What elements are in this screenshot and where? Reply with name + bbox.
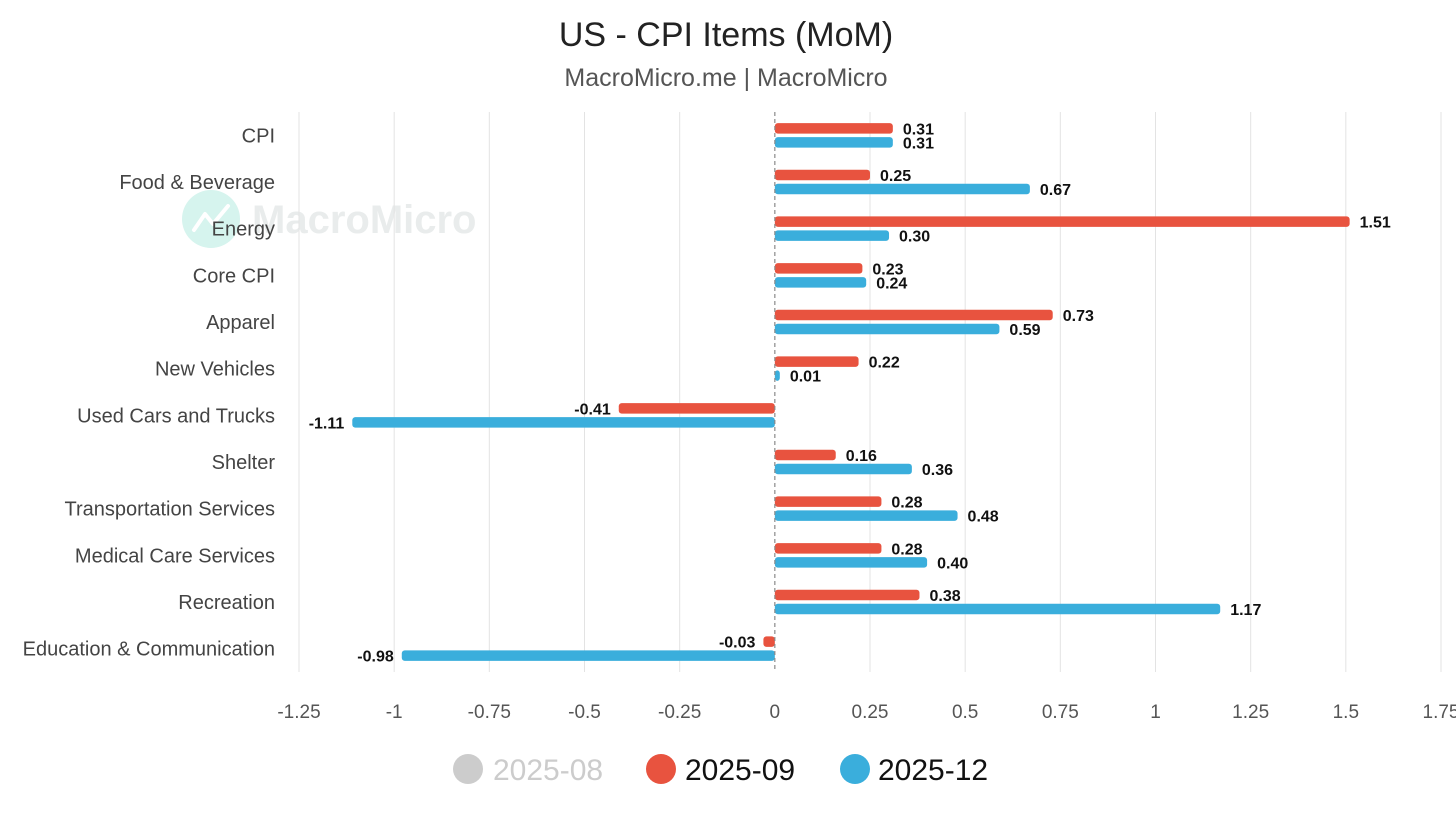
category-label-shelter: Shelter — [212, 452, 276, 474]
category-label-food-and-beverage: Food & Beverage — [119, 172, 275, 194]
legend-item-2025-08[interactable]: 2025-08 — [453, 754, 603, 787]
bars — [352, 123, 1350, 661]
x-tick-labels: -1.25 -1 -0.75 -0.5 -0.25 0 0.25 0.5 0.75 1 1.25 1.… — [277, 702, 1456, 723]
x-tick-label: 0.5 — [952, 702, 978, 723]
category-label-medical-care-services: Medical Care Services — [75, 545, 275, 567]
bar-2025-09-used-cars-and-trucks[interactable] — [618, 403, 775, 414]
bar-2025-12-transportation-services[interactable] — [774, 510, 958, 521]
x-tick-label: -0.5 — [568, 702, 601, 723]
bar-2025-12-recreation[interactable] — [774, 603, 1221, 615]
watermark: MacroMicro — [182, 190, 477, 248]
category-label-apparel: Apparel — [206, 312, 275, 334]
data-label-2025-09-core-cpi: 0.23 — [872, 261, 903, 278]
bar-2025-09-medical-care-services[interactable] — [774, 543, 882, 554]
bar-2025-09-food-and-beverage[interactable] — [774, 169, 870, 181]
data-label-2025-12-apparel: 0.59 — [1009, 322, 1040, 339]
category-label-new-vehicles: New Vehicles — [155, 359, 275, 381]
legend-item-2025-12[interactable]: 2025-12 — [840, 754, 988, 787]
category-label-energy: Energy — [212, 219, 275, 241]
legend-marker-2025-12[interactable] — [840, 754, 870, 784]
data-label-2025-12-medical-care-services: 0.40 — [937, 555, 968, 572]
legend-label-2025-12[interactable]: 2025-12 — [878, 754, 988, 787]
bar-2025-12-apparel[interactable] — [774, 323, 1000, 335]
bar-2025-12-used-cars-and-trucks[interactable] — [352, 417, 775, 428]
category-label-cpi: CPI — [242, 125, 275, 147]
bar-2025-12-medical-care-services[interactable] — [774, 557, 928, 568]
data-label-2025-12-used-cars-and-trucks: -1.11 — [309, 415, 345, 432]
watermark-logo-line — [192, 204, 230, 232]
x-tick-label: -0.25 — [658, 702, 701, 723]
data-label-2025-12-transportation-services: 0.48 — [968, 509, 999, 526]
chart-title: US - CPI Items (MoM) — [559, 16, 893, 54]
bar-2025-09-apparel[interactable] — [774, 309, 1053, 321]
legend: 2025-08 2025-09 2025-12 — [453, 754, 988, 787]
bar-2025-12-shelter[interactable] — [774, 463, 912, 475]
bar-2025-12-cpi[interactable] — [774, 137, 893, 148]
x-tick-label: -1.25 — [277, 702, 320, 723]
legend-marker-2025-08[interactable] — [453, 754, 483, 784]
x-tick-label: -1 — [386, 702, 403, 723]
category-label-used-cars-and-trucks: Used Cars and Trucks — [77, 405, 275, 427]
x-tick-label: 0.25 — [852, 702, 889, 723]
legend-marker-2025-09[interactable] — [646, 754, 676, 784]
data-label-2025-09-new-vehicles: 0.22 — [869, 355, 900, 372]
bar-2025-09-shelter[interactable] — [774, 449, 836, 461]
data-label-2025-09-used-cars-and-trucks: -0.41 — [574, 401, 611, 418]
bar-2025-09-recreation[interactable] — [774, 589, 920, 601]
data-label-2025-12-new-vehicles: 0.01 — [790, 369, 821, 386]
data-label-2025-09-food-and-beverage: 0.25 — [880, 168, 911, 185]
legend-label-2025-09[interactable]: 2025-09 — [685, 754, 795, 787]
data-label-2025-09-energy: 1.51 — [1360, 215, 1391, 232]
x-tick-label: 1 — [1150, 702, 1161, 723]
data-label-2025-12-recreation: 1.17 — [1230, 602, 1261, 619]
bar-2025-12-energy[interactable] — [774, 230, 890, 241]
x-tick-label: 1.25 — [1232, 702, 1269, 723]
category-labels: CPI Food & Beverage Energy Core CPI Apparel N… — [23, 125, 276, 660]
category-label-education-and-communication: Education & Communication — [23, 639, 275, 661]
bar-2025-09-education-and-communication[interactable] — [763, 636, 775, 647]
chart-subtitle: MacroMicro.me | MacroMicro — [564, 64, 887, 92]
data-label-2025-12-cpi: 0.31 — [903, 135, 934, 152]
x-tick-label: 1.5 — [1333, 702, 1359, 723]
legend-item-2025-09[interactable]: 2025-09 — [646, 754, 795, 787]
data-label-2025-09-shelter: 0.16 — [846, 448, 877, 465]
x-tick-label: 0 — [770, 702, 781, 723]
legend-label-2025-08[interactable]: 2025-08 — [493, 754, 603, 787]
category-label-transportation-services: Transportation Services — [65, 499, 275, 521]
data-label-2025-09-education-and-communication: -0.03 — [719, 635, 756, 652]
bar-2025-12-core-cpi[interactable] — [774, 277, 867, 288]
data-label-2025-09-recreation: 0.38 — [929, 588, 960, 605]
data-label-2025-09-cpi: 0.31 — [903, 121, 934, 138]
bar-2025-09-core-cpi[interactable] — [774, 263, 863, 274]
data-label-2025-12-core-cpi: 0.24 — [876, 275, 907, 292]
watermark-text: MacroMicro — [252, 198, 477, 242]
x-tick-label: 1.75 — [1423, 702, 1456, 723]
data-label-2025-12-energy: 0.30 — [899, 229, 930, 246]
data-label-2025-09-transportation-services: 0.28 — [891, 495, 922, 512]
category-label-recreation: Recreation — [178, 592, 275, 614]
x-tick-label: 0.75 — [1042, 702, 1079, 723]
bar-2025-09-cpi[interactable] — [774, 123, 893, 134]
bar-2025-09-transportation-services[interactable] — [774, 496, 882, 507]
data-label-2025-12-education-and-communication: -0.98 — [357, 649, 394, 666]
bar-2025-09-energy[interactable] — [774, 216, 1350, 227]
bar-2025-12-new-vehicles[interactable] — [774, 370, 780, 381]
data-label-2025-09-medical-care-services: 0.28 — [891, 541, 922, 558]
bar-2025-12-food-and-beverage[interactable] — [774, 183, 1030, 195]
data-labels: 0.310.31 0.25 0.67 1.51 0.30 0.230.24 0.73 0.59… — [309, 121, 1391, 665]
data-label-2025-12-shelter: 0.36 — [922, 462, 953, 479]
grid-lines — [298, 112, 1442, 672]
category-label-core-cpi: Core CPI — [193, 265, 275, 287]
data-label-2025-12-food-and-beverage: 0.67 — [1040, 182, 1071, 199]
data-label-2025-09-apparel: 0.73 — [1063, 308, 1094, 325]
x-tick-label: -0.75 — [468, 702, 511, 723]
bar-2025-12-education-and-communication[interactable] — [401, 650, 775, 661]
bar-2025-09-new-vehicles[interactable] — [774, 356, 859, 367]
